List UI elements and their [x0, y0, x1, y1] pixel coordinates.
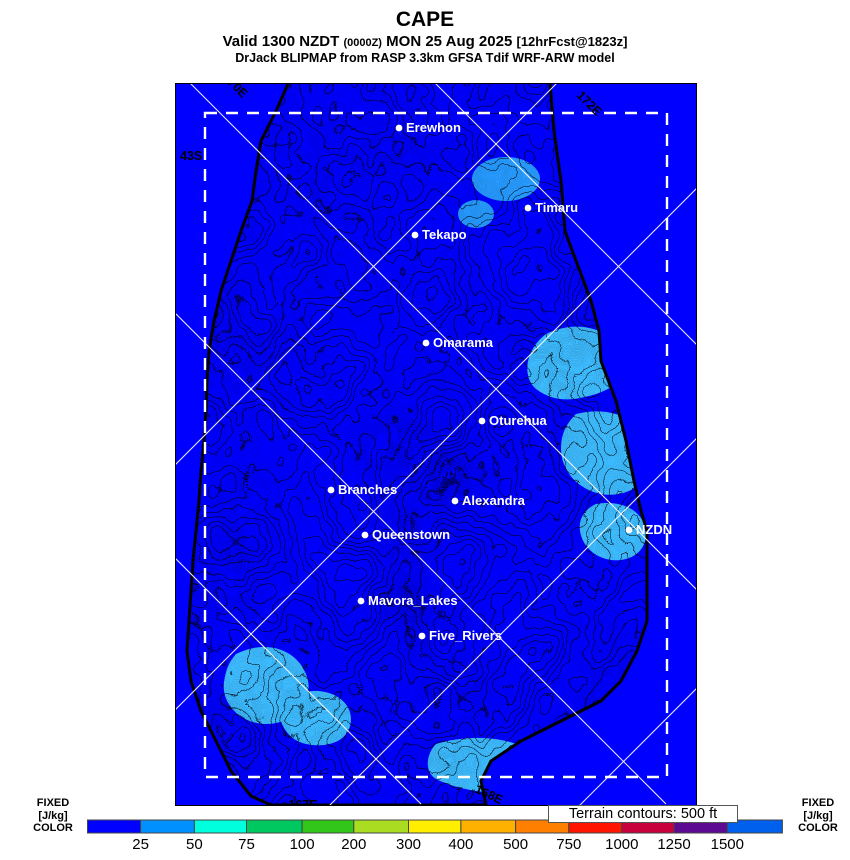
svg-text:400: 400	[448, 836, 473, 853]
svg-text:200: 200	[341, 836, 366, 853]
svg-text:Oturehua: Oturehua	[489, 413, 548, 428]
svg-text:100: 100	[290, 836, 315, 853]
svg-text:50: 50	[186, 836, 203, 853]
svg-text:500: 500	[503, 836, 528, 853]
svg-text:1250: 1250	[657, 836, 690, 853]
svg-text:75: 75	[238, 836, 255, 853]
svg-text:Queenstown: Queenstown	[372, 527, 450, 542]
svg-text:Omarama: Omarama	[433, 335, 494, 350]
svg-text:25: 25	[132, 836, 149, 853]
svg-text:1500: 1500	[711, 836, 744, 853]
svg-text:300: 300	[396, 836, 421, 853]
svg-text:43S: 43S	[180, 149, 202, 163]
svg-text:750: 750	[556, 836, 581, 853]
svg-text:1000: 1000	[605, 836, 638, 853]
svg-text:Alexandra: Alexandra	[462, 493, 526, 508]
svg-text:170E: 170E	[220, 84, 251, 101]
svg-text:Mavora_Lakes: Mavora_Lakes	[368, 593, 458, 608]
svg-text:Erewhon: Erewhon	[406, 120, 461, 135]
svg-text:Tekapo: Tekapo	[422, 227, 467, 242]
svg-text:NZDN: NZDN	[636, 522, 672, 537]
svg-text:Five_Rivers: Five_Rivers	[429, 628, 502, 643]
svg-text:Timaru: Timaru	[535, 200, 578, 215]
svg-text:Branches: Branches	[338, 482, 397, 497]
